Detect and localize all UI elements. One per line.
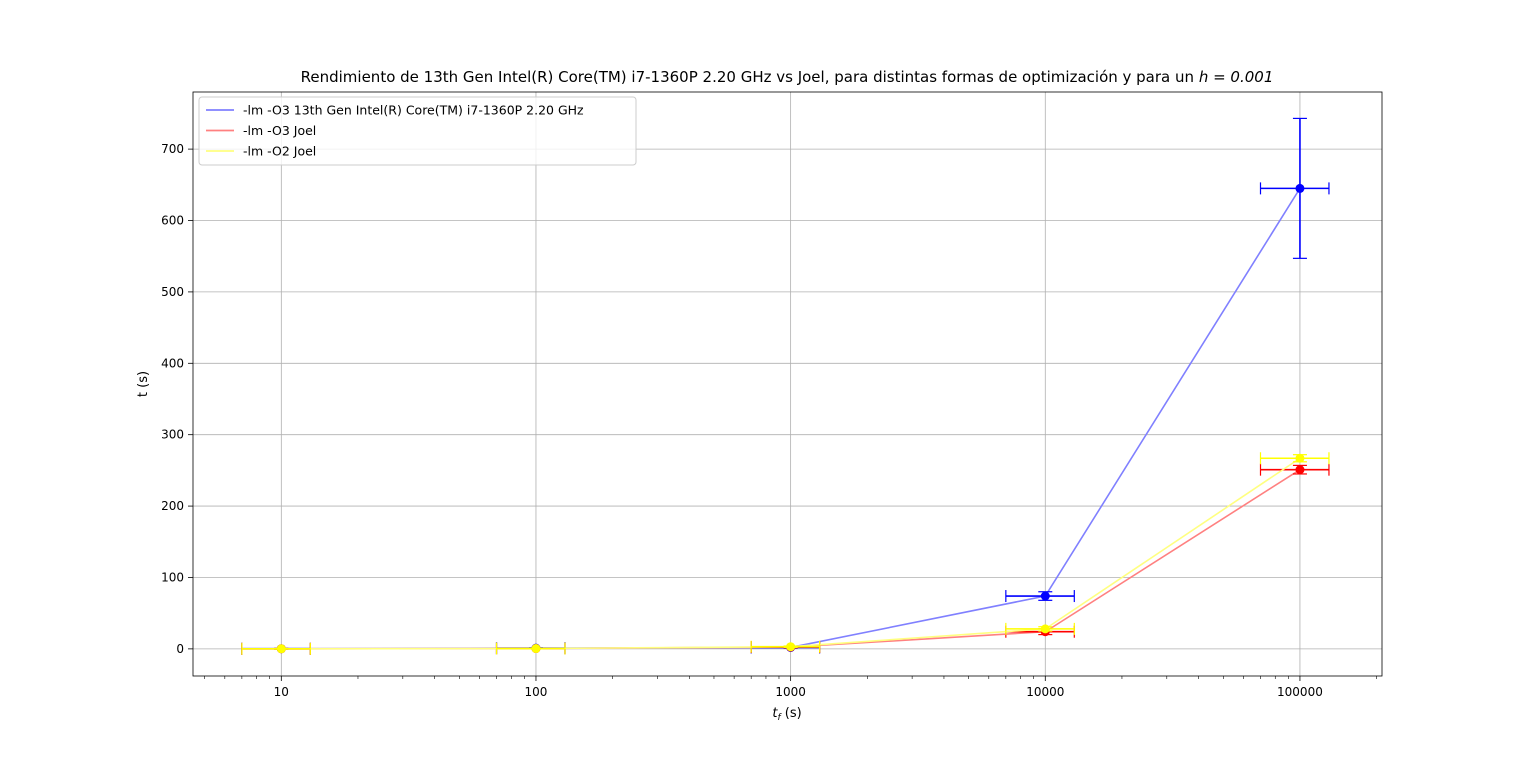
- x-tick-label: 10000: [1026, 685, 1064, 699]
- x-axis-label-sub: f: [777, 713, 782, 723]
- y-tick-label: 500: [161, 285, 184, 299]
- chart-title: Rendimiento de 13th Gen Intel(R) Core(TM…: [301, 68, 1274, 86]
- legend-box: [198, 96, 637, 166]
- legend-label: -lm -O3 Joel: [243, 123, 316, 138]
- grid-layer: [193, 92, 1382, 676]
- y-tick-label: 200: [161, 499, 184, 513]
- x-tick-label: 100000: [1277, 685, 1323, 699]
- data-point: [1040, 624, 1050, 634]
- legend-label: -lm -O3 13th Gen Intel(R) Core(TM) i7-13…: [243, 103, 584, 118]
- y-tick-label: 700: [161, 142, 184, 156]
- data-point: [531, 644, 541, 654]
- y-tick-label: 600: [161, 214, 184, 228]
- x-tick-label: 100: [525, 685, 548, 699]
- x-tick-label: 1000: [775, 685, 806, 699]
- x-axis-label-unit: (s): [781, 706, 802, 721]
- data-point: [1295, 183, 1305, 193]
- legend-label: -lm -O2 Joel: [243, 144, 316, 159]
- chart-title-math: h = 0.001: [1199, 68, 1274, 86]
- tick-layer: 10 100 1000 10000 100000 0 100 200 300 400 500 600 7…: [161, 142, 1377, 699]
- y-tick-label: 300: [161, 428, 184, 442]
- x-axis-label-var: t: [772, 706, 778, 721]
- series-2: [241, 463, 1330, 655]
- data-point: [1040, 591, 1050, 601]
- y-tick-label: 100: [161, 570, 184, 584]
- series-layer: [241, 117, 1330, 655]
- data-point: [786, 642, 796, 652]
- chart-title-text: Rendimiento de 13th Gen Intel(R) Core(TM…: [301, 68, 1194, 86]
- data-point: [276, 644, 286, 654]
- series-3: [241, 452, 1330, 655]
- y-axis-label: t (s): [136, 371, 151, 397]
- series-1: [241, 117, 1330, 655]
- x-tick-label: 10: [274, 685, 289, 699]
- x-axis-label: tf (s): [772, 706, 801, 723]
- data-point: [1295, 465, 1305, 475]
- plot-frame: [192, 91, 1383, 677]
- y-tick-label: 400: [161, 356, 184, 370]
- data-point: [1295, 453, 1305, 463]
- legend: -lm -O3 13th Gen Intel(R) Core(TM) i7-13…: [198, 96, 637, 166]
- y-tick-label: 0: [176, 642, 184, 656]
